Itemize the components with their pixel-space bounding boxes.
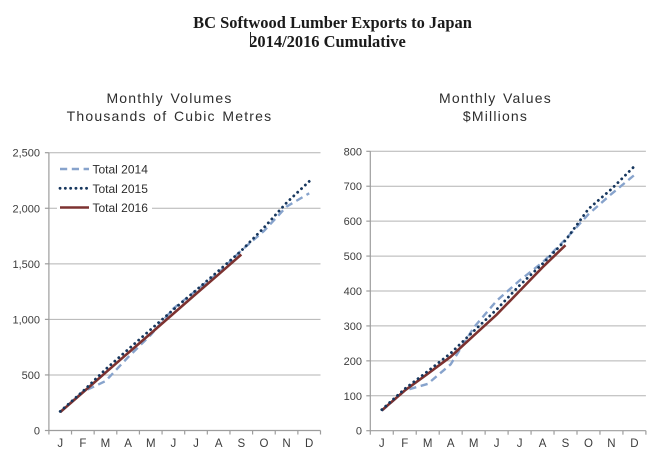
svg-text:2,500: 2,500: [12, 148, 40, 160]
svg-text:J: J: [517, 438, 523, 450]
svg-text:800: 800: [344, 146, 362, 158]
svg-text:O: O: [584, 438, 593, 450]
svg-text:J: J: [193, 438, 199, 450]
svg-text:J: J: [379, 438, 385, 450]
svg-text:A: A: [215, 438, 223, 450]
svg-text:A: A: [539, 438, 547, 450]
svg-text:300: 300: [344, 321, 362, 333]
svg-text:700: 700: [344, 181, 362, 193]
svg-text:F: F: [79, 438, 86, 450]
svg-text:D: D: [630, 438, 638, 450]
svg-text:N: N: [282, 438, 290, 450]
svg-text:M: M: [146, 438, 156, 450]
svg-text:100: 100: [344, 391, 362, 403]
svg-text:500: 500: [344, 251, 362, 263]
svg-text:J: J: [171, 438, 177, 450]
svg-text:N: N: [607, 438, 615, 450]
svg-text:1,500: 1,500: [12, 259, 40, 271]
svg-text:O: O: [259, 438, 268, 450]
svg-text:2,000: 2,000: [12, 203, 40, 215]
svg-text:A: A: [124, 438, 132, 450]
svg-text:M: M: [423, 438, 433, 450]
svg-text:A: A: [447, 438, 455, 450]
svg-text:600: 600: [344, 216, 362, 228]
svg-text:F: F: [401, 438, 408, 450]
svg-text:S: S: [237, 438, 245, 450]
svg-text:500: 500: [22, 370, 40, 382]
svg-text:J: J: [57, 438, 63, 450]
svg-text:M: M: [101, 438, 111, 450]
svg-text:D: D: [305, 438, 313, 450]
svg-text:Total 2014: Total 2014: [93, 163, 149, 177]
svg-text:Total 2016: Total 2016: [93, 201, 149, 215]
svg-text:J: J: [494, 438, 500, 450]
svg-text:0: 0: [356, 426, 362, 438]
svg-text:1,000: 1,000: [12, 314, 40, 326]
svg-text:S: S: [562, 438, 570, 450]
svg-text:0: 0: [34, 426, 40, 438]
svg-text:200: 200: [344, 356, 362, 368]
svg-text:M: M: [469, 438, 479, 450]
svg-text:Total 2015: Total 2015: [93, 182, 149, 196]
svg-text:400: 400: [344, 286, 362, 298]
